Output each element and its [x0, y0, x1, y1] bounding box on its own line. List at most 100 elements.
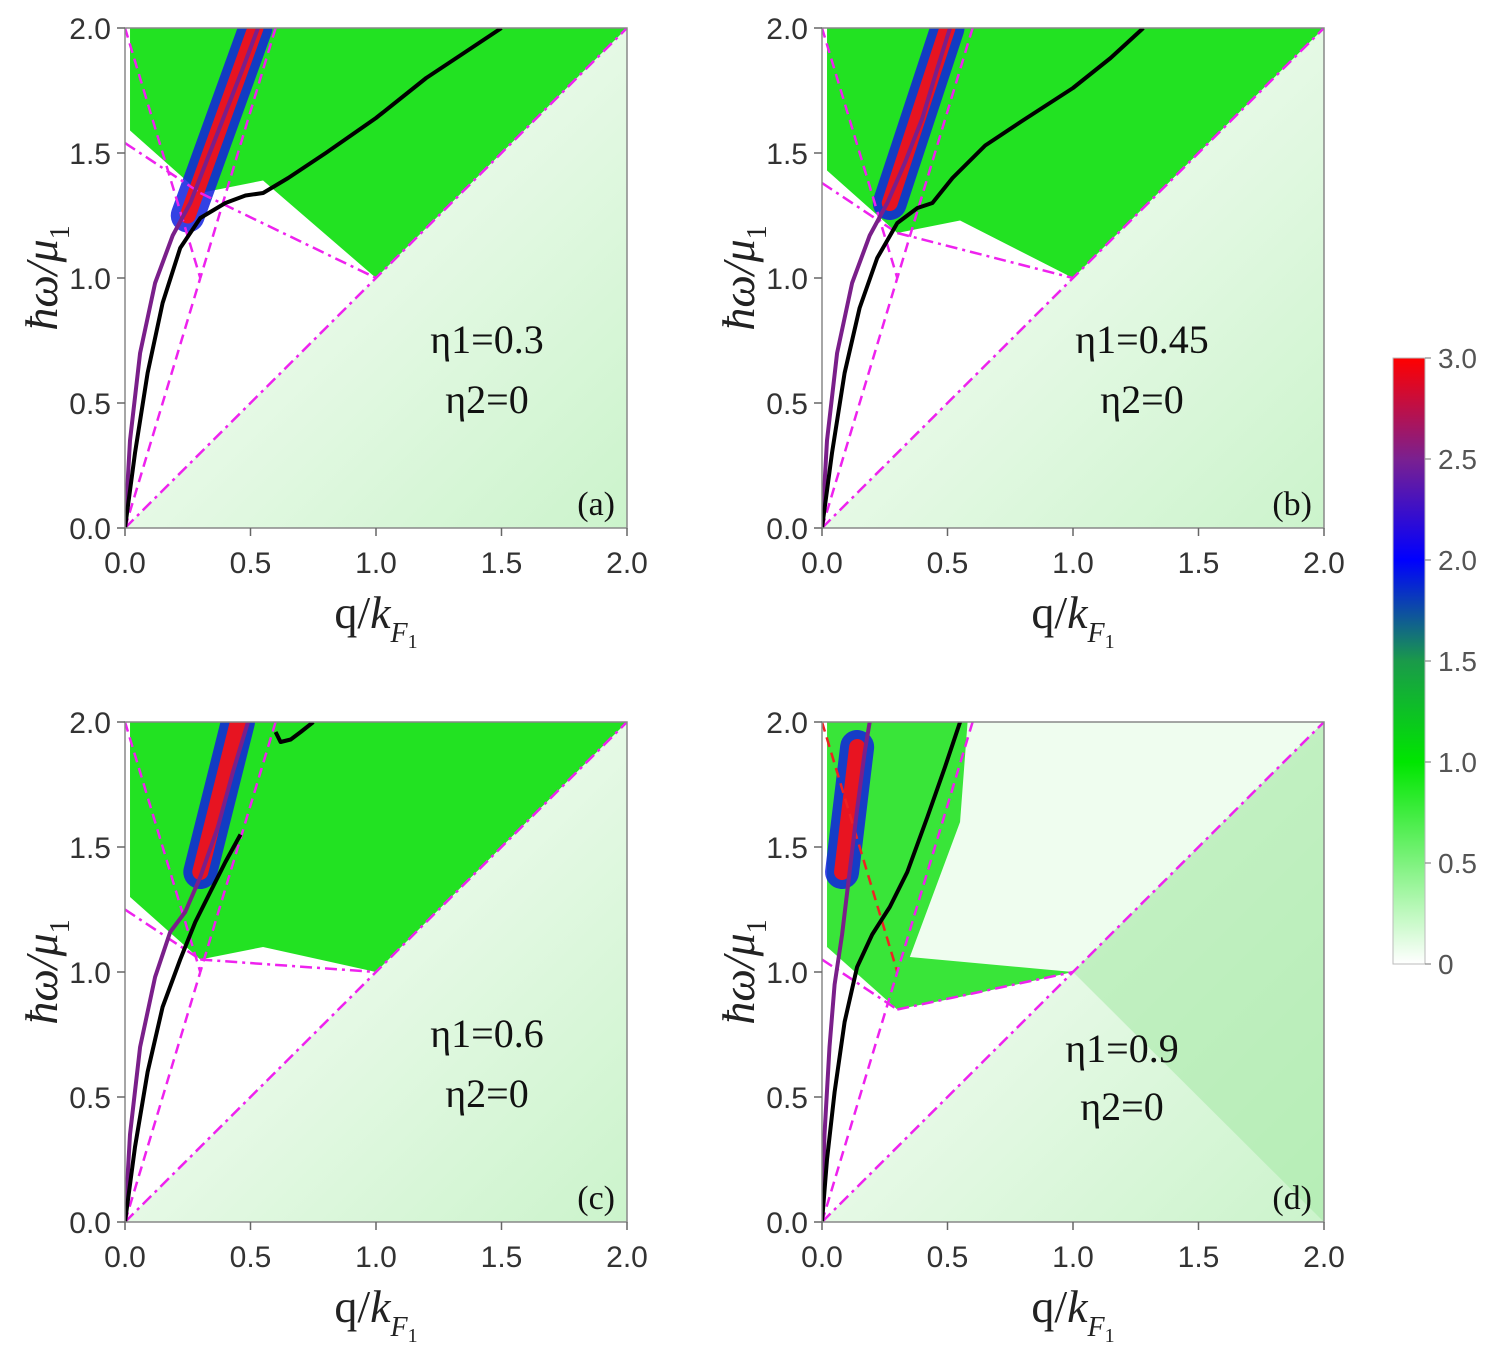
panel-label: (d) — [1272, 1180, 1312, 1217]
boundary-connector — [199, 191, 377, 280]
boundary-lower-dashed — [125, 277, 202, 528]
colorbar-tick-label: 2.5 — [1438, 444, 1477, 475]
interband-continuum — [130, 28, 627, 278]
white-gap — [909, 722, 1324, 972]
x-axis-label: q/kF1 — [1031, 1281, 1114, 1347]
eta1-annotation: η1=0.3 — [430, 317, 543, 362]
x-axis-ticks: 0.0 0.5 1.0 1.5 2.0 — [801, 1222, 1345, 1274]
x-axis-label: q/kF1 — [334, 587, 417, 653]
x-tick-label: 2.0 — [1303, 1241, 1345, 1274]
panel-label: (b) — [1272, 486, 1312, 523]
boundary-left-dashed — [125, 722, 202, 973]
colorbar-bar — [1392, 357, 1426, 965]
x-tick-label: 0.5 — [230, 547, 272, 580]
interband-continuum — [130, 722, 627, 972]
eta2-annotation: η2=0 — [445, 1071, 528, 1116]
x-tick-label: 1.0 — [355, 1241, 397, 1274]
y-axis-label-main: ħω/μ — [713, 933, 764, 1024]
white-wedge — [137, 205, 376, 478]
x-axis-label-k: k — [370, 587, 392, 638]
boundary-lower-dashed — [822, 277, 899, 528]
x-tick-label: 0.0 — [104, 547, 146, 580]
y-tick-label: 1.0 — [766, 957, 808, 990]
boundary-left-dashed — [822, 28, 899, 279]
panel-d: 0.0 0.5 1.0 1.5 2.0 0.00.51.01.52.0 q/kF1 ħω… — [713, 707, 1345, 1347]
boundary-connector — [897, 970, 1074, 1011]
x-axis-label-sub: F — [390, 1312, 409, 1343]
boundary-horizontal — [125, 908, 201, 961]
y-tick-label: 0.0 — [69, 1207, 111, 1240]
y-axis-label: ħω/μ1 — [713, 919, 773, 1024]
interband-continuum — [827, 28, 1324, 278]
boundary-right-dashed — [896, 722, 974, 973]
panel-label: (c) — [577, 1180, 615, 1217]
y-axis-ticks: 0.0 0.5 1.0 1.5 2.0 — [766, 707, 822, 1240]
boundary-diagonal — [125, 28, 627, 528]
lower-green — [1073, 722, 1324, 1222]
eta1-annotation: η1=0.45 — [1075, 317, 1208, 362]
y-tick-label: 1.0 — [69, 957, 111, 990]
eta2-annotation: η2=0 — [1080, 1084, 1163, 1129]
spectral-band-red — [192, 722, 246, 880]
boundary-right-dashed — [199, 28, 277, 279]
y-axis-label: ħω/μ1 — [16, 919, 76, 1024]
y-tick-label: 1.0 — [766, 263, 808, 296]
y-tick-label: 0.5 — [766, 1082, 808, 1115]
x-tick-label: 0.5 — [927, 1241, 969, 1274]
x-axis-label-main: q/ — [334, 1281, 370, 1332]
plot-content — [822, 722, 1324, 1222]
y-tick-label: 1.5 — [766, 138, 808, 171]
x-tick-label: 1.0 — [355, 547, 397, 580]
boundary-left-dashed — [822, 722, 899, 973]
x-tick-label: 0.5 — [230, 1241, 272, 1274]
series-line-0 — [822, 722, 872, 1222]
y-tick-label: 1.5 — [766, 832, 808, 865]
y-axis-label-main: ħω/μ — [16, 239, 67, 330]
plot-content — [822, 28, 1324, 528]
x-axis-label-main: q/ — [1031, 1281, 1067, 1332]
y-tick-label: 0.0 — [69, 513, 111, 546]
x-tick-label: 0.0 — [801, 547, 843, 580]
series-line-1 — [822, 28, 1145, 528]
plot-layers — [822, 28, 1324, 528]
panel-b: 0.0 0.5 1.0 1.5 2.0 0.00.51.01.52.0 q/kF1 ħω… — [713, 13, 1345, 653]
y-tick-label: 0.5 — [766, 388, 808, 421]
y-axis-label-sub: 1 — [45, 225, 76, 239]
y-tick-label: 0.0 — [766, 513, 808, 546]
y-tick-label: 2.0 — [69, 707, 111, 740]
colorbar-tick-label: 3.0 — [1438, 343, 1477, 374]
y-tick-label: 0.0 — [766, 1207, 808, 1240]
boundary-right-dashed — [199, 722, 277, 973]
x-tick-label: 1.0 — [1052, 547, 1094, 580]
x-axis-label-k: k — [1067, 587, 1089, 638]
panel-a: 0.0 0.5 1.0 1.5 2.0 0.00.51.01.52.0 q/kF1 ħω… — [16, 13, 648, 653]
white-wedge — [834, 972, 1073, 1172]
x-axis-label-sub2: 1 — [1105, 1325, 1115, 1347]
x-tick-label: 1.5 — [481, 1241, 523, 1274]
y-axis-ticks: 0.0 0.5 1.0 1.5 2.0 — [766, 13, 822, 546]
series-line-0 — [125, 28, 260, 528]
x-axis-ticks: 0.0 0.5 1.0 1.5 2.0 — [104, 1222, 648, 1274]
boundary-connector — [200, 958, 377, 974]
boundary-horizontal — [822, 181, 898, 235]
y-tick-label: 0.5 — [69, 388, 111, 421]
plot-layers — [125, 28, 627, 528]
plot-content — [125, 28, 627, 528]
x-axis-ticks: 0.0 0.5 1.0 1.5 2.0 — [801, 528, 1345, 580]
x-axis-ticks: 0.0 0.5 1.0 1.5 2.0 — [104, 528, 648, 580]
x-axis-label-sub: F — [390, 618, 409, 649]
y-tick-label: 2.0 — [766, 707, 808, 740]
y-tick-label: 0.5 — [69, 1082, 111, 1115]
x-axis-label-main: q/ — [334, 587, 370, 638]
colorbar-tick-label: 1.0 — [1438, 747, 1477, 778]
x-tick-label: 2.0 — [606, 547, 648, 580]
colorbar-ticks: 0 0.5 1.0 1.5 2.0 2.5 3.0 — [1425, 343, 1477, 980]
spectral-band-red — [834, 739, 866, 880]
series-line-2 — [273, 722, 315, 744]
y-axis-label-sub: 1 — [742, 225, 773, 239]
plot-layers — [822, 722, 1324, 1222]
y-tick-label: 1.0 — [69, 263, 111, 296]
plot-content — [125, 722, 627, 1222]
x-axis-label-sub2: 1 — [408, 1325, 418, 1347]
colorbar-tick-label: 0.5 — [1438, 848, 1477, 879]
